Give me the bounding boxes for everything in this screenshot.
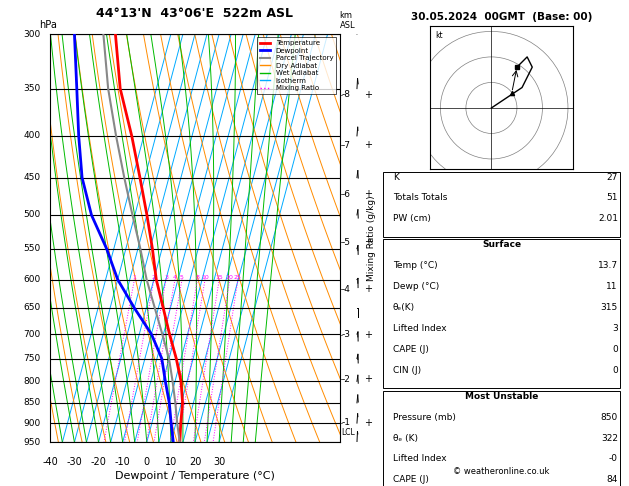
Text: 0: 0: [612, 345, 618, 354]
Text: 30.05.2024  00GMT  (Base: 00): 30.05.2024 00GMT (Base: 00): [411, 12, 593, 22]
Text: -40: -40: [42, 456, 58, 467]
Text: +: +: [365, 417, 372, 428]
Text: 84: 84: [606, 475, 618, 485]
Bar: [383, 391, 620, 486]
Text: 650: 650: [23, 303, 40, 312]
Text: Surface: Surface: [482, 240, 521, 249]
Text: hPa: hPa: [39, 20, 57, 30]
Text: Lifted Index: Lifted Index: [392, 324, 447, 333]
Text: +: +: [365, 90, 372, 100]
Text: Lifted Index: Lifted Index: [392, 454, 447, 464]
Text: +: +: [365, 190, 372, 199]
Text: Most Unstable: Most Unstable: [465, 392, 538, 400]
Text: 1: 1: [133, 275, 136, 279]
Text: 4: 4: [173, 275, 177, 279]
Text: CAPE (J): CAPE (J): [392, 475, 428, 485]
Text: 27: 27: [606, 173, 618, 181]
Text: Totals Totals: Totals Totals: [392, 193, 447, 203]
Text: 550: 550: [23, 244, 40, 253]
Text: θₑ (K): θₑ (K): [392, 434, 418, 443]
Text: 5: 5: [180, 275, 184, 279]
Text: 25: 25: [234, 275, 242, 279]
Text: -8: -8: [342, 90, 350, 99]
Text: Pressure (mb): Pressure (mb): [392, 413, 455, 421]
Text: 3: 3: [612, 324, 618, 333]
Text: Temp (°C): Temp (°C): [392, 261, 437, 270]
Text: 13.7: 13.7: [598, 261, 618, 270]
Text: 800: 800: [23, 377, 40, 386]
Text: θₑ(K): θₑ(K): [392, 303, 415, 312]
Text: 850: 850: [23, 399, 40, 407]
Text: -4: -4: [342, 285, 350, 294]
Text: +: +: [365, 330, 372, 340]
Text: 51: 51: [606, 193, 618, 203]
Text: 0: 0: [612, 366, 618, 375]
Text: 20: 20: [226, 275, 233, 279]
Text: Dewp (°C): Dewp (°C): [392, 282, 439, 291]
Text: 10: 10: [201, 275, 209, 279]
Text: 500: 500: [23, 210, 40, 220]
Text: 700: 700: [23, 330, 40, 339]
Legend: Temperature, Dewpoint, Parcel Trajectory, Dry Adiabat, Wet Adiabat, Isotherm, Mi: Temperature, Dewpoint, Parcel Trajectory…: [257, 37, 336, 94]
Text: 400: 400: [23, 131, 40, 140]
Text: 322: 322: [601, 434, 618, 443]
Text: 2.01: 2.01: [598, 214, 618, 224]
Text: K: K: [392, 173, 399, 181]
Text: +: +: [365, 284, 372, 294]
Text: 350: 350: [23, 84, 40, 93]
Text: Dewpoint / Temperature (°C): Dewpoint / Temperature (°C): [115, 471, 275, 481]
Text: 300: 300: [23, 30, 40, 38]
Bar: [383, 172, 620, 237]
Text: 20: 20: [189, 456, 201, 467]
Text: 850: 850: [601, 413, 618, 421]
Text: 0: 0: [143, 456, 150, 467]
Text: -30: -30: [67, 456, 82, 467]
Text: +: +: [365, 140, 372, 150]
Text: 11: 11: [606, 282, 618, 291]
Text: 30: 30: [213, 456, 225, 467]
Text: CAPE (J): CAPE (J): [392, 345, 428, 354]
Text: -7: -7: [342, 141, 350, 150]
Text: 600: 600: [23, 275, 40, 284]
Text: -1: -1: [342, 418, 350, 427]
Text: 900: 900: [23, 418, 40, 428]
Text: LCL: LCL: [342, 428, 355, 437]
Text: 8: 8: [196, 275, 199, 279]
Text: 3: 3: [164, 275, 168, 279]
Text: -0: -0: [609, 454, 618, 464]
Text: 2: 2: [152, 275, 156, 279]
Text: -3: -3: [342, 330, 350, 339]
Text: CIN (J): CIN (J): [392, 366, 421, 375]
Text: © weatheronline.co.uk: © weatheronline.co.uk: [454, 468, 550, 476]
Text: -10: -10: [114, 456, 131, 467]
Text: 450: 450: [23, 173, 40, 182]
Text: -6: -6: [342, 190, 350, 199]
Text: +: +: [365, 237, 372, 247]
Text: +: +: [365, 374, 372, 384]
Bar: [383, 239, 620, 388]
Text: 750: 750: [23, 354, 40, 363]
Text: 44°13'N  43°06'E  522m ASL: 44°13'N 43°06'E 522m ASL: [96, 7, 294, 20]
Text: 10: 10: [165, 456, 177, 467]
Text: -5: -5: [342, 238, 350, 247]
Text: -2: -2: [342, 375, 350, 383]
Text: 15: 15: [215, 275, 223, 279]
Text: Mixing Ratio (g/kg): Mixing Ratio (g/kg): [367, 195, 376, 281]
Text: PW (cm): PW (cm): [392, 214, 430, 224]
Text: km
ASL: km ASL: [340, 11, 355, 30]
Text: 950: 950: [23, 438, 40, 447]
Text: -20: -20: [91, 456, 106, 467]
Text: 315: 315: [601, 303, 618, 312]
